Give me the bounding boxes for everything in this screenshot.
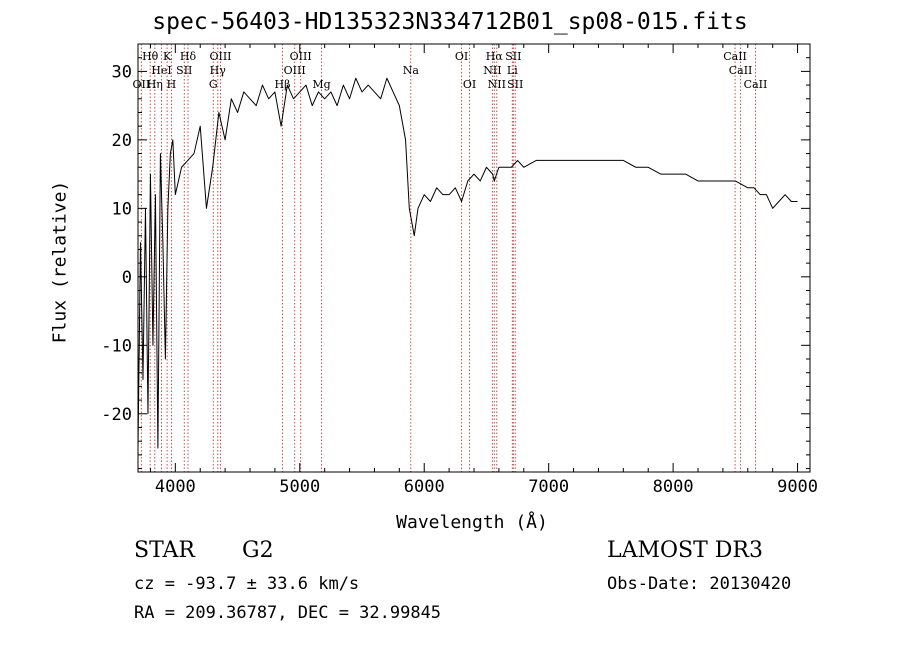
marker-label: Hγ [210,64,227,77]
marker-label: Li [507,64,518,77]
marker-label: SII [505,50,521,63]
marker-label: HeI [151,64,171,77]
marker-label: Hη [147,78,163,91]
x-tick-label: 5000 [279,477,320,497]
marker-label: G [209,78,218,91]
redshift-text: cz = -93.7 ± 33.6 km/s [134,574,360,594]
marker-label: NII [483,64,501,77]
marker-label: OIII [284,64,306,77]
y-tick-label: -20 [101,405,132,425]
marker-label: SII [176,64,192,77]
y-tick-label: 30 [112,62,132,82]
coordinates-text: RA = 209.36787, DEC = 32.99845 [134,603,442,623]
y-tick-label: 20 [112,131,132,151]
marker-label: OIII [290,50,312,63]
marker-label: Hα [486,50,504,63]
marker-label: K [163,50,172,63]
y-tick-label: -10 [101,336,132,356]
chart-title: spec-56403-HD135323N334712B01_sp08-015.f… [152,9,748,35]
x-tick-label: 7000 [528,477,569,497]
marker-label: OII [133,78,151,91]
marker-label: OI [455,50,468,63]
object-subclass: G2 [242,538,274,563]
marker-label: Mg [312,78,330,91]
marker-label: Na [403,64,420,77]
marker-label: Hδ [180,50,197,63]
marker-label: CaII [729,64,753,77]
y-tick-label: 0 [122,268,132,288]
x-tick-label: 4000 [155,477,196,497]
spectral-line-labels: OIIHθHηHeIKHSIIHδGHγOIIIHβOIIIOIIIMgNaOI… [133,50,768,91]
object-class: STAR [134,538,195,563]
x-axis-label: Wavelength (Å) [396,512,548,533]
marker-label: CaII [744,78,768,91]
marker-label: Hβ [275,78,291,91]
marker-label: OIII [209,50,231,63]
x-tick-label: 9000 [777,477,818,497]
y-axis-label: Flux (relative) [49,180,71,344]
spectral-line-markers [140,44,756,472]
marker-label: CaII [723,50,747,63]
marker-label: Hθ [142,50,159,63]
survey-label: LAMOST DR3 [607,538,763,563]
x-tick-label: 8000 [653,477,694,497]
marker-label: SII [507,78,523,91]
marker-label: OI [463,78,476,91]
flux-line [137,77,798,449]
marker-label: NII [488,78,506,91]
spectrum-series [137,77,798,449]
y-tick-label: 10 [112,199,132,219]
axis-ticks: 4000 5000 6000 7000 8000 9000 -20 -10 0 10 20 30 [101,43,818,497]
obs-date-text: Obs-Date: 20130420 [607,574,792,594]
x-tick-label: 6000 [404,477,445,497]
marker-label: H [167,78,177,91]
